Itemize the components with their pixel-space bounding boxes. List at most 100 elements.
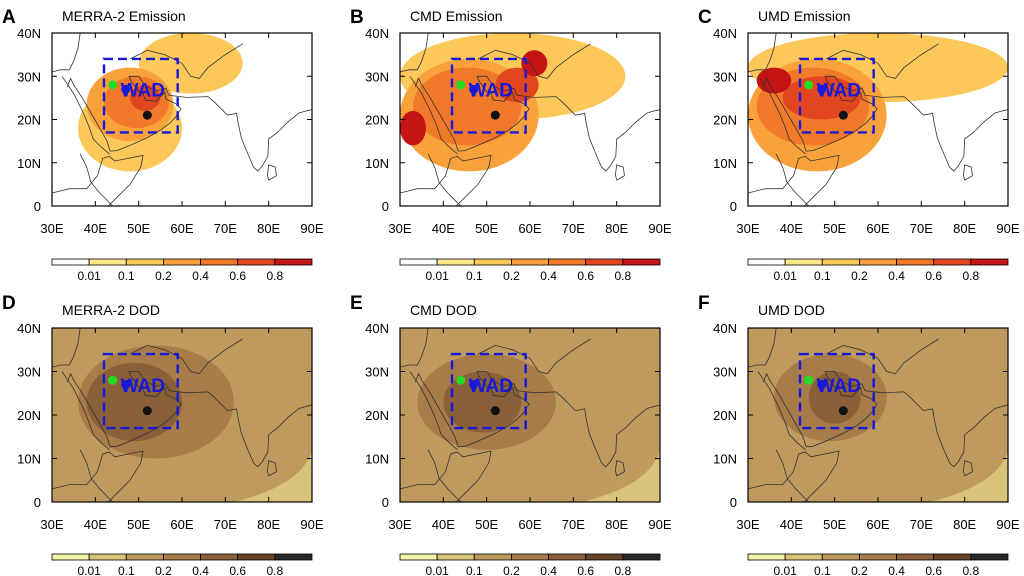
y-tick-label: 0 [382, 199, 389, 214]
y-tick-label: 30N [713, 365, 737, 380]
site-marker [108, 80, 118, 90]
x-tick-label: 60E [518, 517, 541, 532]
x-tick-label: 70E [910, 517, 933, 532]
site-marker [469, 380, 479, 390]
colorbar-swatch [200, 258, 239, 266]
x-tick-label: 60E [170, 221, 193, 236]
colorbar-swatch [88, 258, 127, 266]
colorbar-swatch [622, 258, 661, 266]
y-tick-label: 0 [382, 495, 389, 510]
panel-letter: F [698, 293, 710, 314]
colorbar-swatch [747, 258, 786, 266]
y-tick-label: 10N [713, 156, 737, 171]
x-tick-label: 90E [300, 221, 323, 236]
x-tick-label: 40E [432, 517, 455, 532]
y-tick-label: 20N [365, 408, 389, 423]
site-marker [838, 406, 848, 416]
x-tick-label: 90E [300, 517, 323, 532]
colorbar-swatch [473, 553, 512, 561]
coastline [614, 164, 625, 181]
coastline [129, 43, 243, 79]
x-tick-label: 90E [648, 517, 671, 532]
x-tick-label: 40E [780, 517, 803, 532]
shaded-field [748, 328, 1008, 502]
site-marker [804, 80, 814, 90]
coastlines [52, 328, 312, 502]
panel-c: C UMD Emission 30E 40E 50E 60E 70E 80E 90E 0 10N 20… [698, 7, 1020, 283]
colorbar-swatch [163, 553, 201, 561]
field-region [782, 76, 861, 120]
x-tick-label: 80E [257, 517, 280, 532]
coastline [266, 164, 277, 181]
colorbar-tick-label: 0.01 [77, 269, 101, 283]
y-tick-label: 0 [730, 199, 737, 214]
colorbar-tick-label: 0.4 [540, 564, 557, 576]
y-tick-label: 30N [713, 69, 737, 84]
colorbar-swatch [511, 258, 549, 266]
x-tick-label: 70E [910, 221, 933, 236]
colorbar-swatch [436, 258, 475, 266]
x-tick-label: 70E [562, 221, 585, 236]
colorbar: 0.01 0.1 0.2 0.4 0.6 0.8 [399, 553, 661, 576]
colorbar-swatch [896, 553, 935, 561]
y-tick-label: 40N [713, 321, 737, 336]
wad-region-box [102, 57, 179, 134]
panel-title: CMD Emission [410, 8, 503, 24]
colorbar-swatch [125, 553, 164, 561]
coastline [400, 328, 429, 368]
x-tick-label: 50E [475, 221, 498, 236]
y-tick-label: 10N [713, 452, 737, 467]
coastline [129, 338, 243, 375]
coastline [73, 75, 312, 172]
y-tick-label: 10N [365, 452, 389, 467]
y-tick-label: 20N [365, 113, 389, 128]
colorbar-swatch [585, 553, 624, 561]
colorbar-swatch [585, 258, 624, 266]
colorbar-tick-label: 0.2 [503, 564, 520, 576]
colorbar-tick-label: 0.01 [425, 269, 449, 283]
colorbar-tick-label: 0.1 [466, 564, 483, 576]
y-tick-label: 30N [365, 365, 389, 380]
x-tick-label: 30E [40, 517, 63, 532]
colorbar-tick-label: 0.4 [192, 269, 209, 283]
site-marker [838, 110, 848, 120]
x-tick-label: 80E [257, 221, 280, 236]
colorbar-tick-label: 0.6 [577, 564, 594, 576]
wad-region-box [102, 352, 179, 430]
coastline [66, 372, 75, 383]
coastline [79, 449, 113, 502]
colorbar-tick-label: 0.1 [814, 269, 831, 283]
colorbar-swatch [821, 258, 860, 266]
colorbar-swatch [784, 553, 823, 561]
site-marker [456, 80, 466, 90]
colorbar-tick-label: 0.01 [773, 269, 797, 283]
colorbar-tick-label: 0.01 [773, 564, 797, 576]
x-tick-label: 80E [953, 221, 976, 236]
coastline [66, 77, 75, 88]
panel-title: MERRA-2 DOD [62, 302, 160, 318]
coastline [400, 33, 429, 73]
site-marker [817, 380, 827, 390]
coastline [52, 450, 144, 502]
colorbar: 0.01 0.1 0.2 0.4 0.6 0.8 [51, 258, 313, 283]
coastline [61, 371, 110, 451]
colorbar-swatch [237, 258, 276, 266]
x-tick-label: 50E [127, 221, 150, 236]
panel-d: D MERRA-2 DOD 30E 40E 50E 60E 70E 80E 90E 0 10N 20N… [2, 293, 324, 576]
wad-region-label: WAD [469, 376, 513, 397]
y-tick-label: 40N [17, 26, 41, 41]
colorbar-tick-label: 0.8 [267, 269, 284, 283]
x-tick-label: 30E [736, 221, 759, 236]
field-region [521, 50, 548, 77]
colorbar-tick-label: 0.8 [615, 269, 632, 283]
x-tick-label: 40E [780, 221, 803, 236]
x-tick-label: 60E [518, 221, 541, 236]
x-tick-label: 50E [823, 221, 846, 236]
panel-f: F UMD DOD 30E 40E 50E 60E 70E 80E 90E 0 10N 20N 30N 4… [698, 293, 1020, 576]
coastline [400, 154, 492, 206]
x-tick-label: 50E [127, 517, 150, 532]
colorbar-swatch [548, 553, 587, 561]
coastline [52, 328, 81, 368]
shaded-field [52, 328, 312, 502]
coastline [748, 328, 777, 368]
